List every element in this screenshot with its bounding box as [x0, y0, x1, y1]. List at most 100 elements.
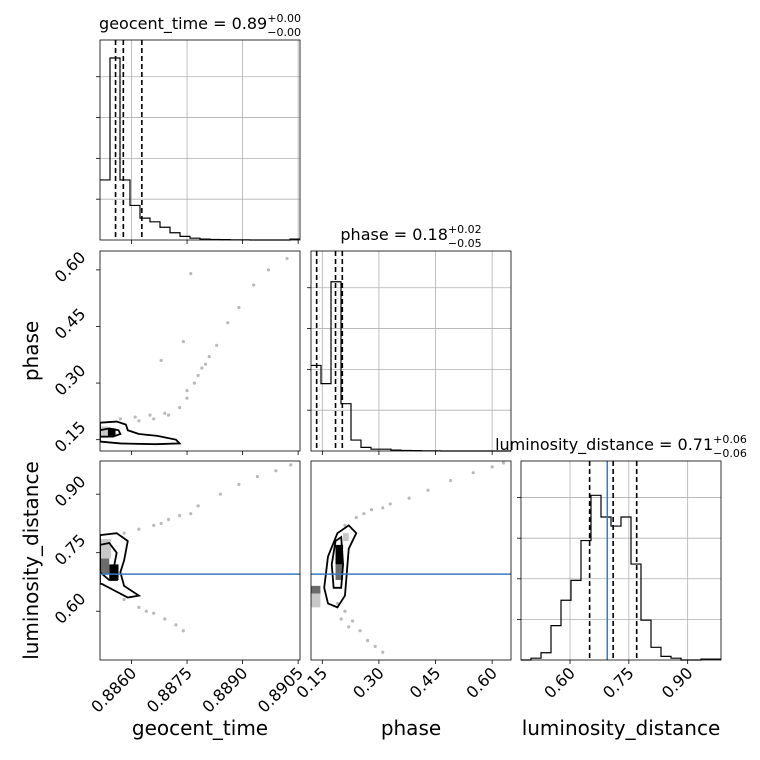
scatter-point	[196, 504, 200, 508]
scatter-point	[381, 650, 385, 654]
scatter-point	[152, 417, 156, 421]
histogram-frame-phase	[310, 250, 512, 452]
y-tick-label-phase: 0.45	[51, 304, 90, 343]
x-tick-label-geocent_time: 0.8875	[143, 663, 196, 716]
histogram-panel-luminosity_distance: luminosity_distance = 0.71+0.06−0.06	[495, 433, 747, 661]
scatter-point	[152, 523, 156, 527]
scatter-point	[388, 502, 392, 506]
scatter-point	[181, 629, 185, 633]
scatter-point	[490, 465, 494, 469]
histogram-title-luminosity_distance: luminosity_distance = 0.71+0.06	[495, 433, 747, 455]
x-tick-label-phase: 0.45	[406, 663, 445, 702]
x-tick-label-geocent_time: 0.8860	[87, 663, 140, 716]
histogram-title-minus-phase: −0.05	[448, 237, 482, 250]
density-cell	[100, 558, 110, 575]
y-tick-label-phase: 0.15	[51, 417, 90, 456]
scatter-point	[252, 283, 256, 287]
scatter-point	[362, 512, 366, 516]
scatter-point	[203, 362, 208, 366]
scatter-point	[137, 419, 141, 423]
scatter-point	[174, 623, 178, 627]
scatter-panel-geocent_time-vs-phase	[100, 256, 289, 446]
histogram-panel-geocent_time: geocent_time = 0.89+0.00−0.00	[96, 12, 301, 241]
x-tick-label-geocent_time: 0.8890	[198, 663, 251, 716]
scatter-point	[159, 521, 163, 526]
scatter-point	[339, 617, 343, 621]
histogram-frame-geocent_time	[99, 39, 301, 241]
scatter-point	[343, 609, 347, 613]
contour-inner	[100, 427, 122, 438]
scatter-point	[137, 527, 141, 531]
scatter-point	[163, 617, 167, 621]
scatter-point	[159, 358, 163, 363]
y-tick-label-phase: 0.60	[51, 248, 90, 287]
contour-outer	[100, 420, 182, 446]
density-cell	[311, 585, 321, 594]
scatter-point	[350, 619, 355, 623]
scatter-point	[369, 508, 373, 512]
density-cell	[311, 593, 321, 608]
x-tick-label-phase: 0.60	[462, 663, 501, 702]
x-tick-label-phase: 0.30	[349, 663, 388, 702]
scatter-point	[122, 531, 126, 535]
scatter-point	[133, 415, 137, 419]
panel-content	[100, 463, 300, 633]
scatter-point	[426, 488, 430, 492]
contour-outer	[323, 524, 358, 609]
scatter-point	[178, 514, 182, 518]
y-tick-label-luminosity_distance: 0.60	[51, 589, 90, 628]
scatter-frame-geocent_time-vs-luminosity_distance	[99, 460, 301, 661]
scatter-point	[148, 413, 152, 417]
scatter-panel-geocent_time-vs-luminosity_distance	[100, 463, 300, 633]
y-axis-label-phase: phase	[19, 321, 43, 381]
y-axis-label-luminosity_distance: luminosity_distance	[19, 461, 43, 660]
x-tick-label-luminosity_distance: 0.60	[540, 663, 579, 702]
contour-outer	[100, 532, 142, 599]
scatter-point	[366, 638, 370, 643]
scatter-point	[285, 256, 289, 261]
y-tick-label-luminosity_distance: 0.75	[51, 530, 90, 569]
scatter-point	[358, 629, 362, 633]
scatter-point	[163, 411, 167, 415]
histogram-step-luminosity_distance	[521, 494, 721, 661]
scatter-frame-geocent_time-vs-phase	[99, 250, 301, 452]
density-cell	[335, 564, 344, 581]
scatter-point	[144, 609, 148, 613]
scatter-point	[196, 373, 200, 378]
scatter-point	[381, 506, 385, 510]
x-axis-label-luminosity_distance: luminosity_distance	[522, 716, 721, 740]
scatter-point	[137, 605, 141, 609]
contour-inner	[330, 535, 344, 589]
x-tick-label-luminosity_distance: 0.90	[658, 663, 697, 702]
scatter-point	[226, 321, 230, 325]
x-axis-label-phase: phase	[381, 716, 441, 740]
scatter-point	[266, 268, 271, 272]
scatter-point	[471, 471, 475, 475]
density-cell	[100, 426, 108, 438]
scatter-point	[373, 644, 377, 648]
scatter-point	[185, 389, 189, 393]
scatter-point	[407, 496, 411, 500]
x-tick-label-luminosity_distance: 0.75	[599, 663, 638, 702]
scatter-point	[207, 355, 211, 359]
density-cell	[335, 544, 344, 565]
scatter-point	[354, 515, 358, 520]
scatter-point	[185, 396, 189, 400]
y-tick-label-phase: 0.30	[51, 361, 90, 400]
histogram-title-phase: phase = 0.18+0.02	[340, 223, 481, 244]
panel-content	[311, 461, 511, 654]
scatter-point	[347, 625, 351, 629]
scatter-point	[189, 512, 193, 516]
x-axis-label-geocent_time: geocent_time	[132, 716, 268, 740]
histogram-step-phase	[311, 281, 511, 452]
scatter-point	[200, 366, 204, 370]
scatter-point	[274, 469, 278, 473]
scatter-point	[118, 417, 122, 421]
scatter-point	[189, 272, 193, 276]
y-tick-label-luminosity_distance: 0.90	[51, 472, 90, 511]
scatter-point	[178, 406, 182, 410]
histogram-title-geocent_time: geocent_time = 0.89+0.00	[99, 12, 301, 34]
scatter-point	[166, 517, 171, 522]
scatter-point	[335, 601, 340, 606]
